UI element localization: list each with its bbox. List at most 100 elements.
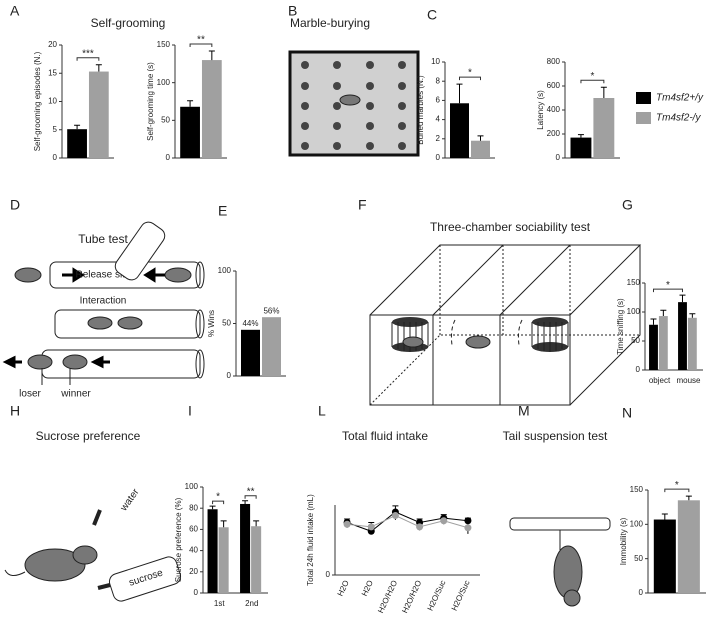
- significance-label: ***: [82, 48, 94, 59]
- point: [464, 524, 472, 532]
- panel-title: Self-grooming: [91, 16, 166, 30]
- point: [343, 520, 351, 528]
- y-tick-label: 800: [547, 57, 561, 66]
- tube-test-diagram: [2, 261, 205, 385]
- y-tick-label: 100: [185, 482, 199, 491]
- x-tick-label: H2O/H2O: [400, 579, 423, 615]
- bar: [67, 129, 87, 158]
- error-bar: [661, 513, 668, 520]
- y-axis-label: Buried marbles (N.): [416, 75, 425, 145]
- y-tick-label: 100: [627, 307, 641, 316]
- y-axis-label: Self-grooming time (s): [146, 62, 155, 141]
- y-tick-label: 150: [627, 278, 641, 287]
- y-tick-label: 80: [189, 503, 198, 512]
- panel-letter: H: [10, 403, 20, 419]
- y-axis-label: Self-grooming episodes (N.): [33, 51, 42, 151]
- x-tick-label: H2O: [360, 579, 375, 598]
- point: [391, 512, 399, 519]
- bar: [180, 106, 200, 158]
- significance-bracket: [244, 495, 257, 499]
- y-tick-label: 4: [436, 115, 441, 124]
- diagram-label: water: [118, 486, 142, 514]
- axis: [334, 505, 480, 576]
- y-axis-label: Latency (s): [536, 90, 545, 130]
- point: [440, 517, 448, 525]
- x-tick-label: H2O/Suc: [450, 579, 472, 612]
- significance-bracket: [580, 79, 605, 84]
- y-tick-label: 50: [222, 319, 231, 328]
- legend-swatch: [636, 112, 651, 124]
- error-bar: [600, 86, 607, 98]
- significance-label: **: [247, 486, 255, 497]
- y-axis-label: % Wins: [207, 310, 216, 337]
- significance-label: *: [675, 480, 679, 491]
- series-line: [347, 514, 469, 529]
- diagram-label: loser: [19, 389, 41, 400]
- y-tick-label: 40: [189, 546, 198, 555]
- panel-letter: L: [318, 403, 326, 419]
- y-tick-label: 50: [631, 336, 640, 345]
- y-tick-label: 100: [218, 266, 232, 275]
- y-tick-label: 0: [436, 153, 441, 162]
- legend-label: Tm4sf2-/y: [656, 113, 701, 124]
- point: [416, 523, 424, 531]
- panel-title: Marble-burying: [290, 16, 370, 30]
- panel-letter: G: [622, 197, 633, 213]
- value-label: 44%: [242, 319, 258, 328]
- bar: [678, 302, 687, 370]
- diagram-label: Interaction: [80, 296, 127, 307]
- y-axis-label: Immobility (s): [619, 517, 628, 565]
- panel-title: Three-chamber sociability test: [430, 220, 591, 234]
- x-tick-label: object: [649, 376, 671, 385]
- y-tick-label: 50: [161, 115, 170, 124]
- bar: [658, 316, 668, 370]
- bar: [653, 519, 676, 593]
- series-line: [346, 511, 468, 532]
- y-tick-label: 0: [194, 588, 199, 597]
- y-tick-label: 2: [436, 134, 441, 143]
- x-tick-label: H2O/H2O: [376, 579, 399, 615]
- significance-label: *: [666, 280, 670, 291]
- y-tick-label: 0: [326, 570, 331, 579]
- y-tick-label: 60: [189, 525, 198, 534]
- error-bar: [679, 294, 686, 303]
- value-label: 56%: [263, 306, 279, 315]
- y-axis-label: Total 24h fluid intake (mL): [306, 494, 315, 586]
- tail-suspension-diagram: [509, 517, 611, 607]
- error-bar: [95, 64, 102, 72]
- legend-label: Tm4sf2+/y: [656, 93, 704, 104]
- significance-label: *: [468, 68, 472, 79]
- y-tick-label: 20: [189, 567, 198, 576]
- panel-title: Tail suspension test: [503, 429, 608, 443]
- error-bar: [208, 50, 215, 61]
- y-tick-label: 5: [53, 125, 58, 134]
- bar: [207, 509, 218, 593]
- y-tick-label: 100: [630, 519, 644, 528]
- x-tick-label: 1st: [214, 599, 225, 608]
- y-tick-label: 20: [48, 40, 57, 49]
- y-tick-label: 0: [636, 365, 641, 374]
- x-tick-label: 2nd: [245, 599, 258, 608]
- y-tick-label: 15: [48, 68, 57, 77]
- y-tick-label: 400: [547, 105, 561, 114]
- bar: [570, 137, 592, 158]
- error-bar: [577, 134, 584, 138]
- bar: [201, 60, 222, 158]
- bar: [677, 500, 700, 593]
- panel-title: Sucrose preference: [36, 429, 141, 443]
- x-tick-label: H2O/Suc: [426, 579, 448, 612]
- error-bar: [253, 520, 260, 527]
- bar: [88, 71, 109, 158]
- y-tick-label: 0: [53, 153, 58, 162]
- error-bar: [685, 495, 692, 501]
- significance-bracket: [76, 57, 100, 61]
- y-tick-label: 0: [639, 588, 644, 597]
- significance-label: *: [590, 71, 594, 82]
- y-axis-label: Sucrose preference (%): [174, 497, 183, 582]
- y-axis-label: Time sniffing (s): [616, 298, 625, 355]
- error-bar: [660, 309, 667, 317]
- significance-bracket: [459, 76, 481, 81]
- significance-bracket: [652, 288, 683, 293]
- bar: [687, 317, 697, 370]
